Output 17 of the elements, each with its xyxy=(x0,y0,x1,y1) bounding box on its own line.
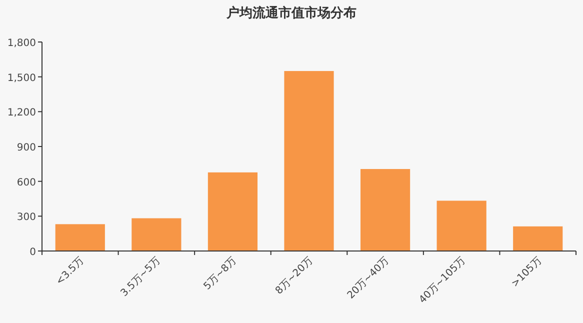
x-tick-label: 5万~8万 xyxy=(202,255,239,292)
y-tick-label: 1,200 xyxy=(7,108,36,119)
y-tick-label: 1,800 xyxy=(7,38,36,49)
y-tick-label: 0 xyxy=(30,247,36,258)
y-tick-label: 600 xyxy=(16,177,36,188)
bar xyxy=(55,224,105,251)
bar xyxy=(208,172,258,251)
y-tick-label: 300 xyxy=(16,212,36,224)
bar xyxy=(360,169,410,251)
bar xyxy=(132,218,182,251)
y-tick-label: 900 xyxy=(16,142,36,154)
chart-title: 户均流通市值市场分布 xyxy=(226,5,356,21)
y-tick-label: 1,500 xyxy=(7,72,36,84)
bar xyxy=(284,71,334,251)
bar xyxy=(513,226,563,251)
x-tick-label: 3.5万~5万 xyxy=(118,255,163,299)
bar xyxy=(436,200,486,251)
